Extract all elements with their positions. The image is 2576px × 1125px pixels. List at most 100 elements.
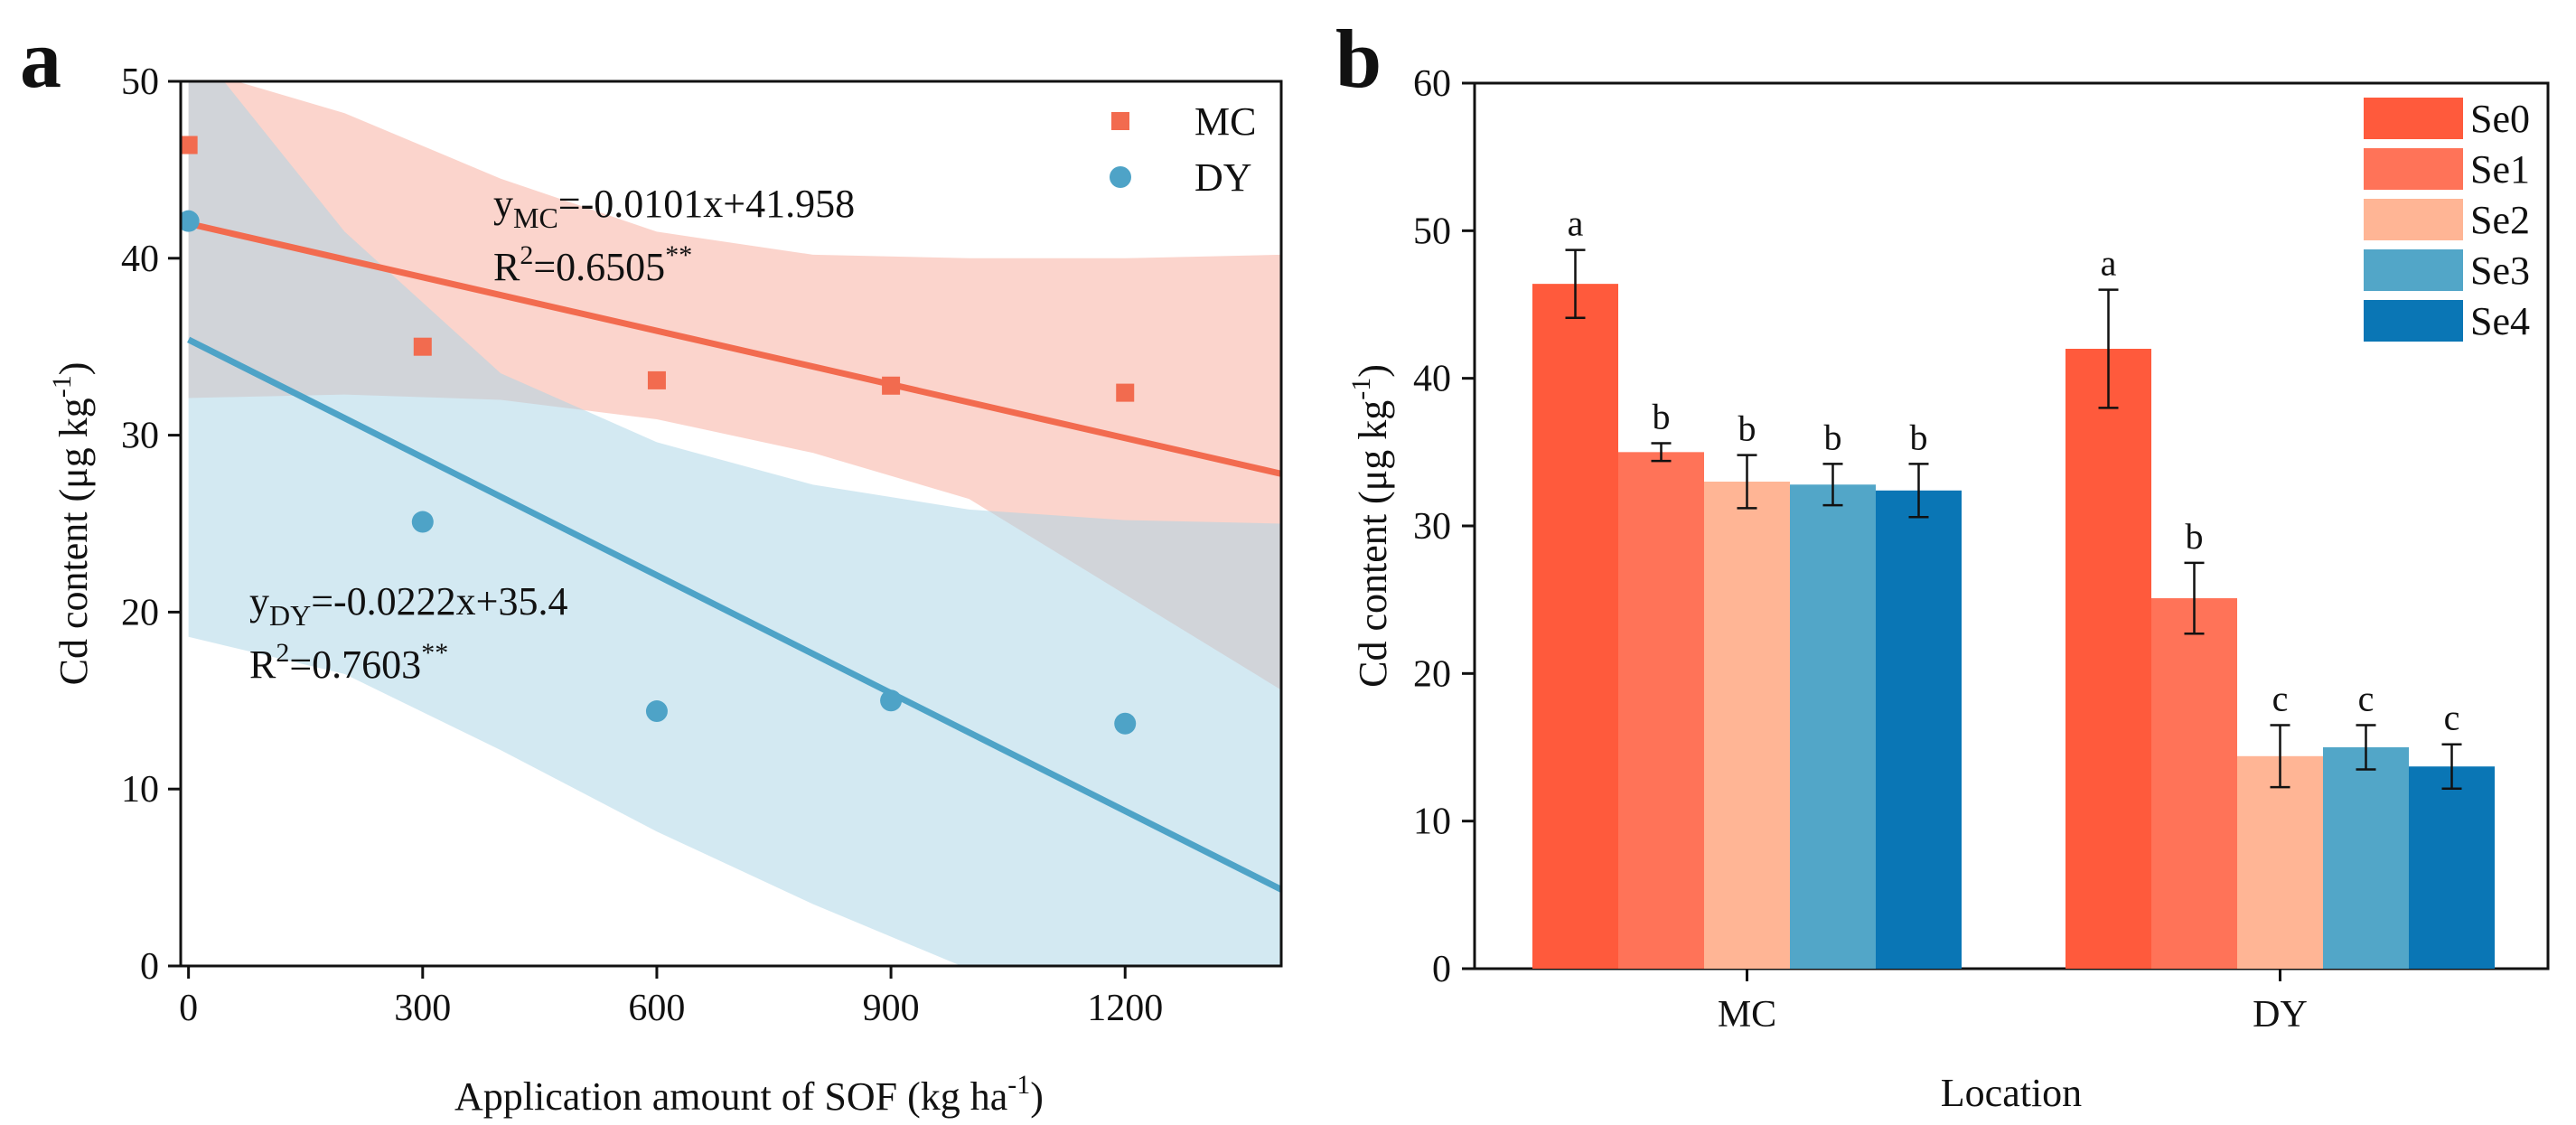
- x-axis-title-a: Application amount of SOF (kg ha-1): [454, 1070, 1044, 1119]
- bar-se2-mc: [1704, 482, 1790, 969]
- regression-equation-dy: yDY=-0.0222x+35.4: [249, 579, 568, 632]
- x-tick-label-a: 300: [394, 988, 451, 1029]
- legend-swatch-se1: [2364, 148, 2463, 190]
- r-squared-dy: R2=0.7603**: [249, 638, 448, 687]
- y-tick-label-b: 20: [1413, 653, 1451, 695]
- r-squared-mc-part-0: R: [493, 245, 520, 289]
- fit-line-mc: [187, 220, 1281, 477]
- y-tick-label-b: 30: [1413, 506, 1451, 548]
- x-axis-title-a-part-2: ): [1030, 1074, 1044, 1119]
- y-tick-label-b: 40: [1413, 359, 1451, 400]
- legend-b: Se0 Se1 Se2 Se3 Se4: [2364, 97, 2530, 343]
- legend-label-se0: Se0: [2470, 97, 2530, 141]
- legend-swatch-se4: [2364, 300, 2463, 342]
- significance-letter: b: [1738, 408, 1756, 449]
- r-squared-mc-part-3: **: [665, 240, 692, 270]
- r-squared-mc-part-2: =0.6505: [533, 245, 665, 289]
- significance-letter: b: [2186, 516, 2204, 557]
- y-axis-title-b-part-1: -1: [1346, 378, 1376, 400]
- data-point-mc: [882, 376, 901, 395]
- plot-frame-a: [179, 80, 1283, 968]
- legend-label-dy: DY: [1194, 155, 1252, 200]
- y-tick-label-b: 50: [1413, 211, 1451, 252]
- panel-a: 0 300 600 900 1200 0 10 20 30 40 50 Application amo…: [20, 13, 1283, 1119]
- data-point-dy: [1114, 712, 1137, 735]
- bar-se4-mc: [1876, 490, 1962, 969]
- significance-letter: a: [2101, 243, 2117, 284]
- regression-equation-mc-part-1: MC: [513, 202, 558, 234]
- legend-label-mc: MC: [1194, 99, 1256, 144]
- bar-se0-dy: [2065, 349, 2151, 969]
- y-tick-label-b: 10: [1413, 802, 1451, 843]
- bar-se3-mc: [1790, 484, 1876, 969]
- x-axis-title-a-part-0: Application amount of SOF (kg ha: [454, 1074, 1007, 1119]
- regression-equation-dy-part-0: y: [249, 579, 269, 623]
- x-tick-label-b: MC: [1718, 994, 1776, 1036]
- legend-label-se3: Se3: [2470, 248, 2530, 293]
- data-point-mc: [647, 370, 666, 389]
- y-axis-title-b: Cd content (μg kg-1): [1346, 364, 1395, 688]
- legend-label-se2: Se2: [2470, 198, 2530, 242]
- bar-se2-dy: [2237, 755, 2323, 969]
- x-tick-label-a: 1200: [1087, 988, 1163, 1029]
- r-squared-dy-part-1: 2: [276, 638, 289, 668]
- significance-letter: c: [2444, 698, 2460, 738]
- legend-swatch-se0: [2364, 98, 2463, 139]
- confidence-band-mc: [188, 81, 1281, 690]
- regression-equation-dy-part-2: =-0.0222x+35.4: [311, 579, 567, 623]
- x-tick-label-a: 0: [179, 988, 198, 1029]
- regression-equation-dy-part-1: DY: [269, 599, 311, 632]
- legend-label-se4: Se4: [2470, 299, 2530, 343]
- x-tick-label-a: 600: [628, 988, 685, 1029]
- y-tick-label-b: 0: [1432, 949, 1451, 990]
- data-point-dy: [645, 700, 668, 723]
- significance-letter: b: [1910, 417, 1928, 457]
- regression-equation-mc-part-2: =-0.0101x+41.958: [558, 182, 855, 226]
- bar-se3-dy: [2323, 747, 2409, 969]
- data-point-mc: [181, 136, 198, 155]
- regression-equation-mc: yMC=-0.0101x+41.958: [493, 182, 855, 234]
- y-axis-title-b-part-2: ): [1351, 364, 1395, 378]
- x-tick-label-b: DY: [2253, 994, 2308, 1036]
- bar-se0-mc: [1532, 284, 1618, 970]
- data-point-mc: [1116, 383, 1135, 402]
- significance-letter: c: [2272, 679, 2289, 719]
- y-axis-title-b-part-0: Cd content (μg kg: [1351, 400, 1395, 688]
- plot-area-a: [181, 81, 1281, 966]
- legend-label-se1: Se1: [2470, 147, 2530, 192]
- significance-letter: b: [1824, 417, 1842, 457]
- r-squared-mc-part-1: 2: [520, 240, 533, 270]
- legend-a: MC DY: [1110, 99, 1256, 200]
- y-tick-label-a: 0: [140, 946, 159, 988]
- y-tick-label-a: 10: [121, 769, 159, 811]
- data-point-mc: [413, 337, 432, 356]
- significance-letter: c: [2358, 679, 2375, 719]
- data-point-dy: [411, 511, 434, 533]
- data-point-dy: [880, 689, 903, 712]
- y-axis-title-a-part-1: -1: [47, 375, 77, 398]
- x-tick-label-a: 900: [863, 988, 920, 1029]
- y-tick-label-b: 60: [1413, 63, 1451, 105]
- y-tick-label-a: 30: [121, 416, 159, 457]
- significance-letter: b: [1653, 397, 1671, 437]
- bar-se4-dy: [2409, 766, 2495, 969]
- y-tick-label-a: 50: [121, 61, 159, 103]
- y-axis-title-a-part-2: ): [52, 362, 96, 376]
- r-squared-dy-part-0: R: [249, 642, 276, 687]
- legend-marker-mc: [1111, 112, 1129, 130]
- y-axis-title-a: Cd content (μg kg-1): [47, 362, 96, 686]
- bar-se1-mc: [1618, 452, 1704, 969]
- y-tick-label-a: 20: [121, 592, 159, 633]
- x-axis-title-a-part-1: -1: [1007, 1070, 1030, 1100]
- panel-b: a b b b b a b c c c 0 10 20 30 40 50 60 MC DY Location Cd co…: [1335, 13, 2550, 1115]
- data-point-dy: [181, 210, 200, 232]
- legend-marker-dy: [1110, 166, 1131, 188]
- legend-swatch-se2: [2364, 199, 2463, 240]
- x-axis-title-b: Location: [1941, 1071, 2082, 1115]
- panel-label-a: a: [20, 13, 61, 105]
- r-squared-dy-part-3: **: [421, 638, 448, 668]
- significance-letter: a: [1568, 203, 1584, 244]
- y-tick-label-a: 40: [121, 239, 159, 280]
- fit-line-dy: [187, 336, 1281, 893]
